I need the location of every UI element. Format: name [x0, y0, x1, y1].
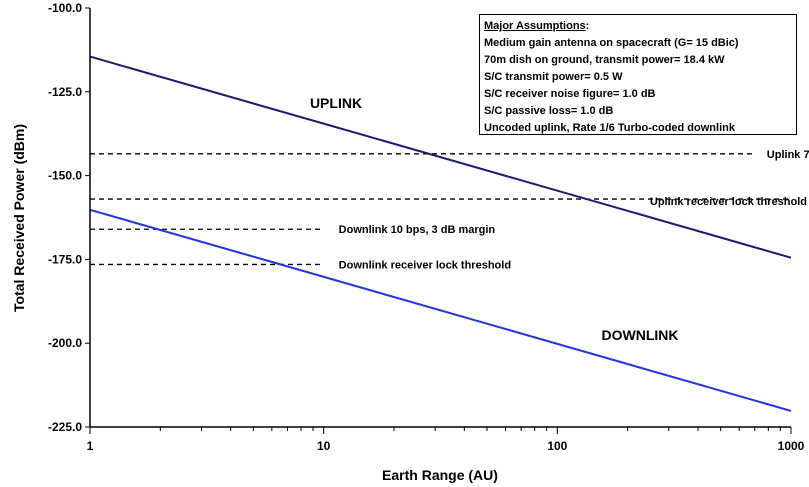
- assumption-item: Uncoded uplink, Rate 1/6 Turbo-coded dow…: [484, 122, 735, 134]
- threshold-label: Downlink receiver lock threshold: [339, 259, 511, 271]
- series-label-downlink: DOWNLINK: [602, 327, 679, 343]
- series-line-uplink: [89, 55, 792, 259]
- x-tick-label: 1: [87, 439, 94, 453]
- y-tick-label: -200.0: [48, 336, 82, 350]
- series-lines: [89, 55, 792, 412]
- x-tick-label: 1000: [778, 439, 805, 453]
- labels: -225.0 -200.0 -175.0 -150.0 -125.0 -100.0 1 10 1…: [48, 1, 809, 453]
- axes: [85, 7, 792, 434]
- y-tick-label: -175.0: [48, 252, 82, 266]
- y-axis-title: Total Received Power (dBm): [11, 124, 27, 312]
- assumption-item: S/C transmit power= 0.5 W: [484, 71, 623, 83]
- threshold-label: Uplink receiver lock threshold: [650, 196, 807, 208]
- assumption-item: S/C passive loss= 1.0 dB: [484, 105, 614, 117]
- series-line-downlink: [89, 208, 792, 412]
- threshold-lines: [90, 153, 791, 266]
- y-tick-label: -125.0: [48, 85, 82, 99]
- y-tick-label: -225.0: [48, 420, 82, 434]
- assumption-item: 70m dish on ground, transmit power= 18.4…: [484, 54, 725, 66]
- assumption-item: Medium gain antenna on spacecraft (G= 15…: [484, 37, 739, 49]
- series-label-uplink: UPLINK: [310, 95, 362, 111]
- threshold-label: Downlink 10 bps, 3 dB margin: [339, 224, 496, 236]
- x-tick-label: 100: [547, 439, 567, 453]
- x-axis-title: Earth Range (AU): [382, 467, 498, 483]
- threshold-label: Uplink 7.8 bps, 3 dB margin: [767, 149, 809, 161]
- assumptions-title: Major Assumptions: [484, 20, 586, 32]
- x-tick-label: 10: [317, 439, 331, 453]
- assumptions-box: Major Assumptions: Medium gain antenna o…: [479, 14, 797, 135]
- y-tick-label: -100.0: [48, 1, 82, 15]
- y-tick-label: -150.0: [48, 169, 82, 183]
- assumption-item: S/C receiver noise figure= 1.0 dB: [484, 88, 656, 100]
